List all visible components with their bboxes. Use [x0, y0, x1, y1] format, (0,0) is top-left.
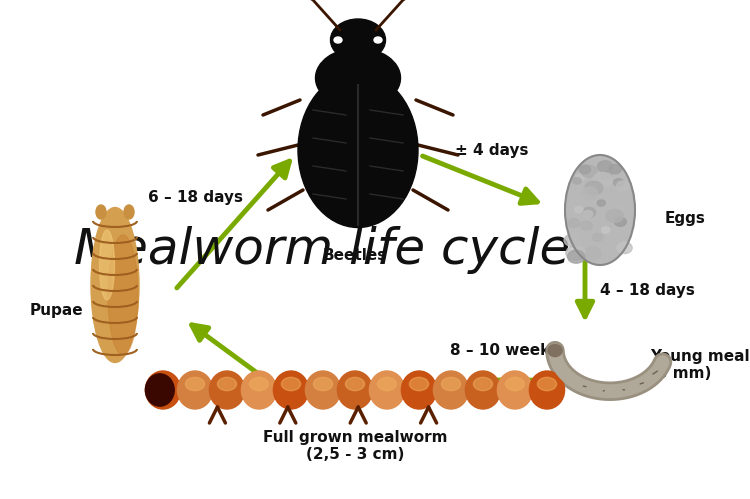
Ellipse shape [584, 247, 602, 259]
Ellipse shape [609, 165, 621, 174]
Ellipse shape [209, 371, 245, 409]
Text: Mealworm life cycle: Mealworm life cycle [74, 226, 571, 273]
Ellipse shape [466, 371, 500, 409]
Ellipse shape [573, 178, 581, 184]
Ellipse shape [154, 377, 173, 391]
Ellipse shape [338, 371, 373, 409]
Ellipse shape [274, 371, 308, 409]
Ellipse shape [592, 172, 613, 187]
Ellipse shape [579, 165, 590, 174]
Ellipse shape [298, 72, 418, 228]
Ellipse shape [617, 242, 632, 253]
Ellipse shape [602, 227, 610, 233]
Ellipse shape [334, 37, 342, 43]
Ellipse shape [442, 377, 460, 391]
Ellipse shape [614, 218, 626, 227]
Text: Young mealworm
(3 mm): Young mealworm (3 mm) [650, 349, 750, 381]
Ellipse shape [506, 377, 524, 391]
Ellipse shape [401, 371, 436, 409]
Ellipse shape [538, 377, 556, 391]
Ellipse shape [548, 345, 562, 357]
Text: 4 – 18 days: 4 – 18 days [600, 282, 694, 297]
Text: Beetles: Beetles [322, 248, 387, 263]
Ellipse shape [617, 204, 626, 211]
Ellipse shape [242, 371, 277, 409]
Ellipse shape [592, 234, 603, 242]
Ellipse shape [96, 205, 106, 219]
Ellipse shape [581, 187, 598, 200]
Ellipse shape [124, 205, 134, 219]
Ellipse shape [377, 377, 397, 391]
Ellipse shape [178, 371, 212, 409]
Ellipse shape [564, 234, 580, 247]
Ellipse shape [583, 211, 592, 218]
Ellipse shape [581, 165, 597, 178]
Ellipse shape [108, 235, 138, 355]
Text: ± 4 days: ± 4 days [455, 143, 529, 158]
Ellipse shape [146, 374, 174, 406]
Ellipse shape [606, 210, 623, 223]
Text: Full grown mealworm
(2,5 - 3 cm): Full grown mealworm (2,5 - 3 cm) [262, 430, 447, 463]
Ellipse shape [585, 181, 603, 195]
Ellipse shape [574, 207, 583, 213]
Ellipse shape [316, 48, 400, 108]
Ellipse shape [530, 371, 565, 409]
Ellipse shape [410, 377, 428, 391]
Ellipse shape [598, 161, 613, 172]
Ellipse shape [250, 377, 268, 391]
Ellipse shape [305, 371, 340, 409]
Ellipse shape [497, 371, 532, 409]
Text: Pupae: Pupae [30, 302, 84, 317]
Ellipse shape [374, 37, 382, 43]
Ellipse shape [473, 377, 493, 391]
Ellipse shape [346, 377, 364, 391]
Ellipse shape [597, 200, 605, 206]
Ellipse shape [565, 155, 635, 265]
Ellipse shape [146, 371, 181, 409]
Ellipse shape [566, 246, 586, 260]
Ellipse shape [568, 219, 580, 228]
Ellipse shape [331, 19, 386, 61]
Ellipse shape [433, 371, 469, 409]
Text: 8 – 10 weeks: 8 – 10 weeks [450, 343, 560, 358]
Text: 6 – 18 days: 6 – 18 days [148, 190, 242, 205]
Ellipse shape [217, 377, 236, 391]
Ellipse shape [100, 230, 115, 300]
Ellipse shape [370, 371, 404, 409]
Ellipse shape [185, 377, 205, 391]
Ellipse shape [616, 181, 629, 191]
Ellipse shape [577, 174, 585, 180]
Ellipse shape [614, 179, 624, 186]
Ellipse shape [314, 377, 332, 391]
Ellipse shape [568, 250, 585, 263]
Ellipse shape [281, 377, 301, 391]
Text: Eggs: Eggs [665, 211, 706, 226]
Ellipse shape [583, 208, 596, 218]
Ellipse shape [601, 171, 612, 180]
Ellipse shape [580, 221, 592, 230]
Ellipse shape [91, 208, 139, 362]
